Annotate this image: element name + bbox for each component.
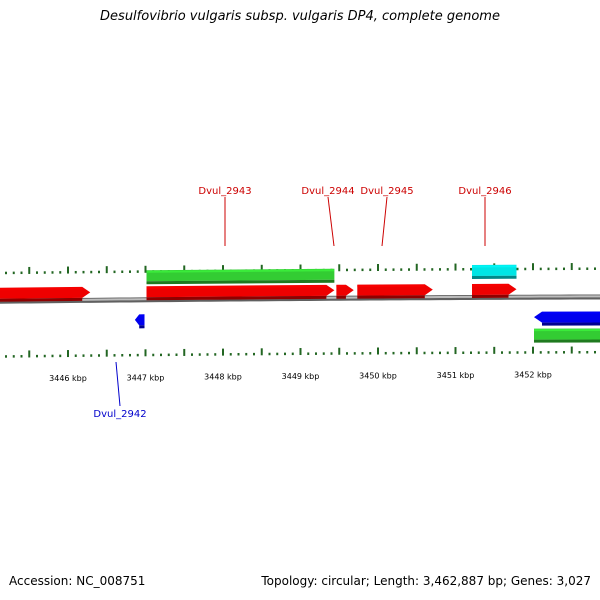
gene-arrow-side: [146, 279, 335, 285]
gene-arrow-body: [134, 314, 145, 326]
gene-arrow-side: [336, 295, 346, 299]
gene-arrow-body: [534, 328, 600, 340]
gene-arrow-side: [357, 295, 425, 299]
gene-label: Dvul_2946: [458, 186, 511, 197]
genome-summary-text: Topology: circular; Length: 3,462,887 bp…: [261, 574, 591, 588]
gene-label: Dvul_2945: [360, 186, 413, 197]
gene-arrow-highlight: [0, 287, 83, 291]
gene-arrow-body: [472, 264, 517, 276]
axis-tick-label: 3450 kbp: [359, 372, 397, 381]
leader-line: [381, 196, 388, 247]
gene-arrow: [534, 311, 600, 326]
gene-arrow-body: [472, 283, 517, 295]
gene-label: Dvul_2943: [198, 186, 251, 197]
gene-arrow: [146, 284, 335, 301]
gene-arrow-side: [146, 295, 327, 301]
gene-arrow: [336, 284, 354, 299]
axis-tick-label: 3452 kbp: [514, 371, 552, 380]
gene-arrow-highlight: [146, 269, 335, 273]
gene-arrow: [471, 283, 517, 298]
gene-arrow-side: [472, 275, 517, 279]
leader-line: [115, 361, 121, 407]
accession-text: Accession: NC_008751: [9, 574, 146, 588]
gene-arrow-body: [336, 284, 354, 296]
gene-arrow-side: [472, 294, 509, 298]
axis-tick-labels: 3446 kbp 3447 kbp 3448 kbp 3449 kbp 3450 kbp…: [49, 371, 552, 383]
gene-arrow: [533, 328, 600, 343]
axis-tick-label: 3448 kbp: [204, 373, 242, 382]
gene-arrow-highlight: [146, 285, 327, 289]
gene-arrow: [146, 268, 335, 285]
gene-arrow: [357, 284, 433, 299]
axis-tick-label: 3446 kbp: [49, 374, 87, 383]
leader-line: [327, 196, 335, 247]
axis-tick-label: 3451 kbp: [437, 371, 475, 380]
gene-arrow-side: [139, 325, 145, 329]
gene-arrow: [134, 314, 145, 329]
gene-arrow-side: [0, 297, 83, 302]
label-leader-lines: [115, 196, 486, 407]
axis-tick-label: 3449 kbp: [282, 372, 320, 381]
gene-arrow-side: [542, 322, 600, 326]
gene-arrow-side: [534, 339, 600, 343]
map-title: Desulfovibrio vulgaris subsp. vulgaris D…: [100, 9, 500, 24]
gene-arrow-body: [357, 284, 433, 296]
axis-tick-label: 3447 kbp: [127, 373, 165, 382]
gene-arrow-body: [534, 311, 600, 323]
gene-labels: Dvul_2943 Dvul_2944 Dvul_2945 Dvul_2946 Dvul…: [93, 186, 511, 420]
gene-label: Dvul_2944: [301, 186, 354, 197]
gene-arrow: [0, 286, 91, 302]
gene-arrow: [471, 264, 517, 279]
inner-tick-ring: [5, 346, 596, 358]
feature-tracks: [0, 264, 600, 343]
gene-label: Dvul_2942: [93, 409, 146, 420]
